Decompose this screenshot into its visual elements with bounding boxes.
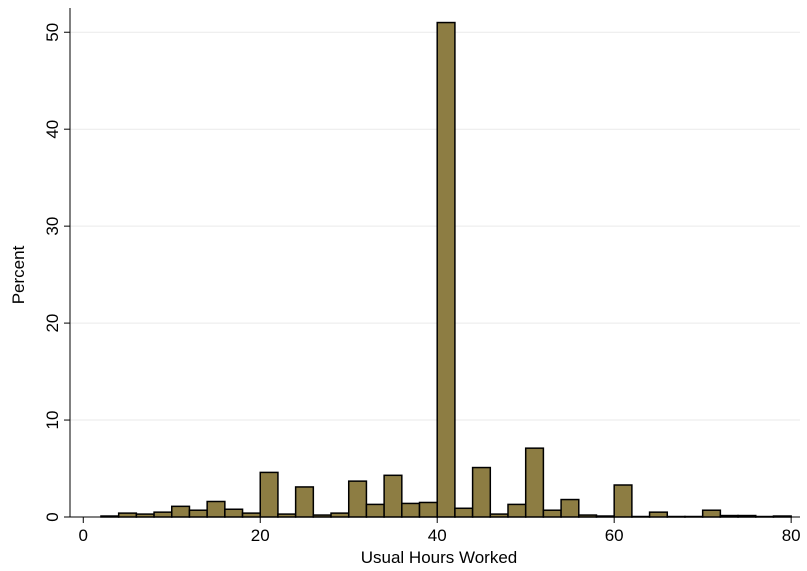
bar bbox=[524, 447, 545, 518]
bar bbox=[613, 484, 633, 518]
bar bbox=[294, 486, 315, 518]
x-tick-label: 0 bbox=[79, 526, 88, 545]
bar bbox=[401, 502, 421, 518]
bar bbox=[224, 508, 244, 518]
bar bbox=[330, 512, 350, 518]
x-tick-label: 60 bbox=[605, 526, 624, 545]
bar bbox=[206, 500, 226, 518]
y-tick-label: 30 bbox=[43, 217, 62, 236]
x-axis-label: Usual Hours Worked bbox=[361, 548, 518, 567]
bar bbox=[241, 512, 261, 518]
bar bbox=[436, 21, 456, 518]
bar bbox=[383, 474, 403, 518]
bar bbox=[171, 505, 191, 518]
bar bbox=[648, 511, 669, 518]
y-tick-label: 0 bbox=[43, 512, 62, 521]
bar bbox=[542, 509, 562, 518]
x-tick-label: 20 bbox=[251, 526, 270, 545]
bar bbox=[188, 509, 208, 518]
bar bbox=[259, 471, 279, 518]
y-tick-label: 10 bbox=[43, 411, 62, 430]
bar bbox=[507, 503, 527, 518]
bar bbox=[560, 498, 580, 518]
y-tick-label: 20 bbox=[43, 314, 62, 333]
bar bbox=[701, 509, 722, 518]
bar bbox=[153, 511, 173, 518]
bar bbox=[117, 512, 138, 518]
x-tick-label: 40 bbox=[428, 526, 447, 545]
bar bbox=[454, 507, 474, 518]
bar bbox=[347, 480, 368, 518]
bar bbox=[418, 501, 438, 518]
bar bbox=[365, 503, 385, 518]
y-axis-label: Percent bbox=[9, 245, 28, 304]
bar bbox=[471, 466, 492, 518]
y-tick-label: 50 bbox=[43, 23, 62, 42]
x-tick-label: 80 bbox=[782, 526, 801, 545]
y-tick-label: 40 bbox=[43, 120, 62, 139]
